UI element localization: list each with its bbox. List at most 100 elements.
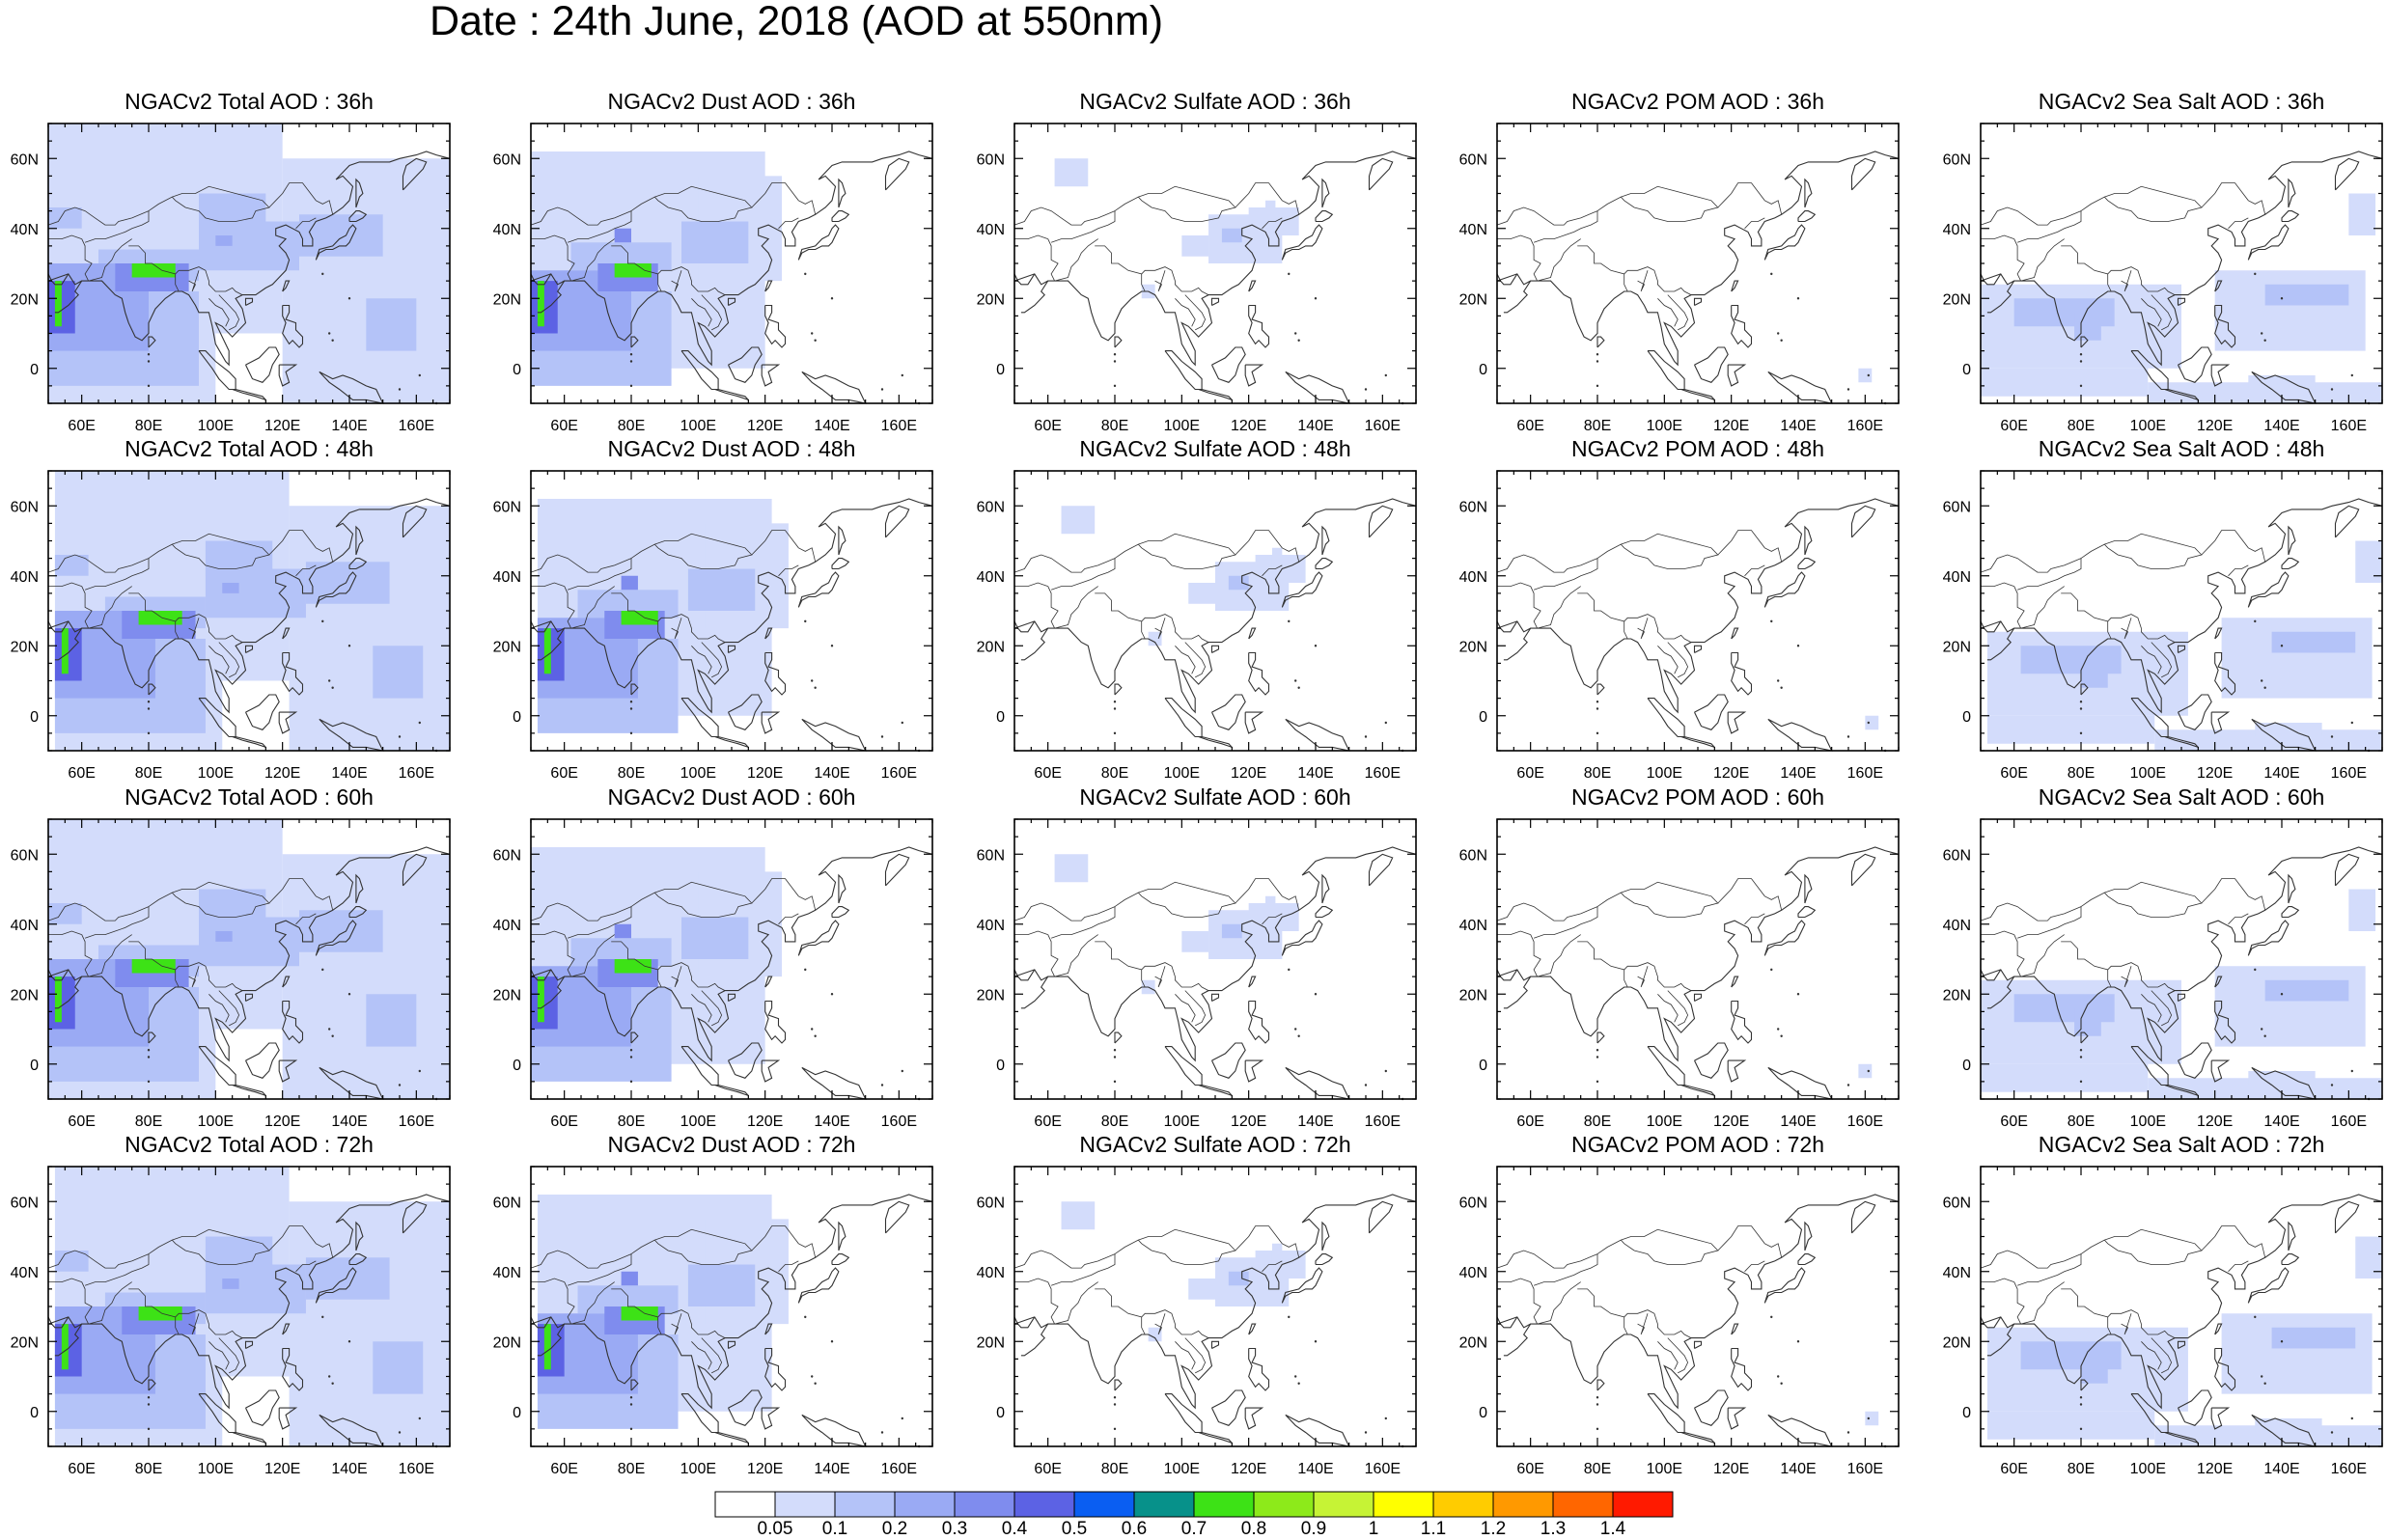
coastline: [728, 1389, 763, 1426]
island-mark: [1288, 968, 1291, 972]
island-mark: [1384, 373, 1387, 377]
lat-tick-label: 0: [1962, 1405, 1971, 1421]
island-mark: [147, 701, 151, 703]
country-border: [531, 234, 565, 240]
island-mark: [830, 297, 834, 300]
coastline: [1013, 1316, 1036, 1329]
colorbar-label: 0.4: [1001, 1519, 1028, 1539]
coastline: [764, 1323, 773, 1335]
lon-tick-label: 120E: [2197, 418, 2233, 434]
island-mark: [147, 1427, 151, 1431]
colorbar-box: [1073, 1491, 1135, 1518]
lon-tick-label: 80E: [1101, 1461, 1128, 1477]
lon-tick-label: 140E: [2263, 765, 2299, 782]
lon-tick-label: 140E: [331, 418, 367, 434]
coastline: [2130, 1393, 2169, 1434]
lat-tick-label: 20N: [1943, 987, 1971, 1004]
country-border: [1054, 238, 1098, 282]
coastline: [2210, 1059, 2231, 1083]
coastline: [714, 735, 749, 748]
coastline: [1013, 969, 1036, 981]
lat-tick-label: 40N: [1943, 918, 1971, 934]
island-mark: [629, 353, 633, 356]
aod-field-cell: [537, 976, 544, 1023]
coastline: [2288, 178, 2296, 208]
aod-field-cell: [2081, 1355, 2108, 1384]
country-border: [1184, 990, 1207, 1027]
coastline: [630, 336, 639, 348]
country-border: [611, 1288, 726, 1338]
coastline: [838, 178, 847, 208]
coastline: [348, 906, 368, 919]
country-border: [1981, 582, 2014, 588]
lat-tick-label: 20N: [493, 639, 521, 655]
island-mark: [2280, 993, 2284, 996]
country-border: [81, 934, 93, 977]
country-border: [564, 934, 575, 977]
island-mark: [1294, 1375, 1297, 1378]
island-mark: [2261, 1028, 2263, 1031]
country-border: [48, 930, 82, 936]
country-border: [1497, 1278, 1531, 1283]
island-mark: [2261, 332, 2263, 335]
lat-tick-label: 20N: [493, 987, 521, 1004]
map-plot: 60N 40N 20N 0 60E 80E 100E 120E 140E 160E: [493, 123, 933, 434]
aod-field-cell: [1265, 200, 1276, 222]
island-mark: [331, 339, 334, 342]
aod-field-cell: [215, 931, 233, 942]
lon-tick-label: 120E: [1231, 1114, 1266, 1130]
island-mark: [629, 1056, 633, 1059]
coastline: [2080, 336, 2089, 348]
country-border: [2151, 1337, 2173, 1374]
aod-field-cell: [1858, 368, 1873, 383]
aod-field-cell: [1054, 158, 1089, 187]
aod-field-cell: [2348, 889, 2376, 931]
aod-field-cell: [543, 628, 551, 674]
island-mark: [147, 707, 151, 710]
country-border: [175, 969, 180, 988]
coastline: [530, 620, 552, 633]
lon-tick-label: 60E: [2000, 1114, 2027, 1130]
country-border: [2201, 182, 2266, 215]
island-mark: [1770, 619, 1773, 623]
island-mark: [2263, 686, 2266, 689]
coastline: [1596, 1379, 1605, 1391]
coastline: [2288, 525, 2296, 556]
country-border: [1175, 1341, 1196, 1370]
island-mark: [1777, 332, 1780, 335]
lat-tick-label: 60N: [1459, 499, 1487, 515]
country-border: [778, 564, 799, 577]
island-mark: [2079, 1080, 2083, 1084]
country-border: [611, 941, 726, 991]
coastline: [1244, 1407, 1264, 1430]
country-border: [1054, 1281, 1098, 1325]
island-mark: [880, 1431, 884, 1434]
country-border: [188, 1313, 200, 1335]
country-border: [1667, 294, 1689, 331]
island-mark: [2330, 1431, 2334, 1434]
panel-title: NGACv2 Dust AOD : 60h: [607, 784, 856, 810]
coastline: [1503, 627, 1532, 661]
island-mark: [2079, 1049, 2083, 1052]
coastline: [831, 1253, 850, 1266]
aod-field-cell: [54, 628, 82, 681]
lon-tick-label: 160E: [399, 1461, 434, 1477]
island-mark: [1297, 1034, 1300, 1037]
aod-field-cell: [48, 903, 82, 924]
map-plot: 60N 40N 20N 0 60E 80E 100E 120E 140E 160E: [11, 818, 451, 1130]
lat-tick-label: 20N: [977, 987, 1005, 1004]
coastline: [1731, 1000, 1753, 1044]
country-border: [88, 586, 132, 629]
country-border: [1496, 1250, 1598, 1269]
country-border: [1014, 582, 1048, 588]
lon-tick-label: 140E: [814, 1114, 849, 1130]
island-mark: [2280, 1340, 2284, 1343]
island-mark: [2079, 1403, 2083, 1406]
coastline: [764, 651, 787, 696]
lon-tick-label: 120E: [264, 1114, 300, 1130]
island-mark: [2079, 384, 2083, 388]
country-border: [2151, 294, 2173, 331]
country-border: [2151, 642, 2173, 678]
coastline: [630, 1379, 639, 1391]
country-border: [1095, 941, 1209, 991]
